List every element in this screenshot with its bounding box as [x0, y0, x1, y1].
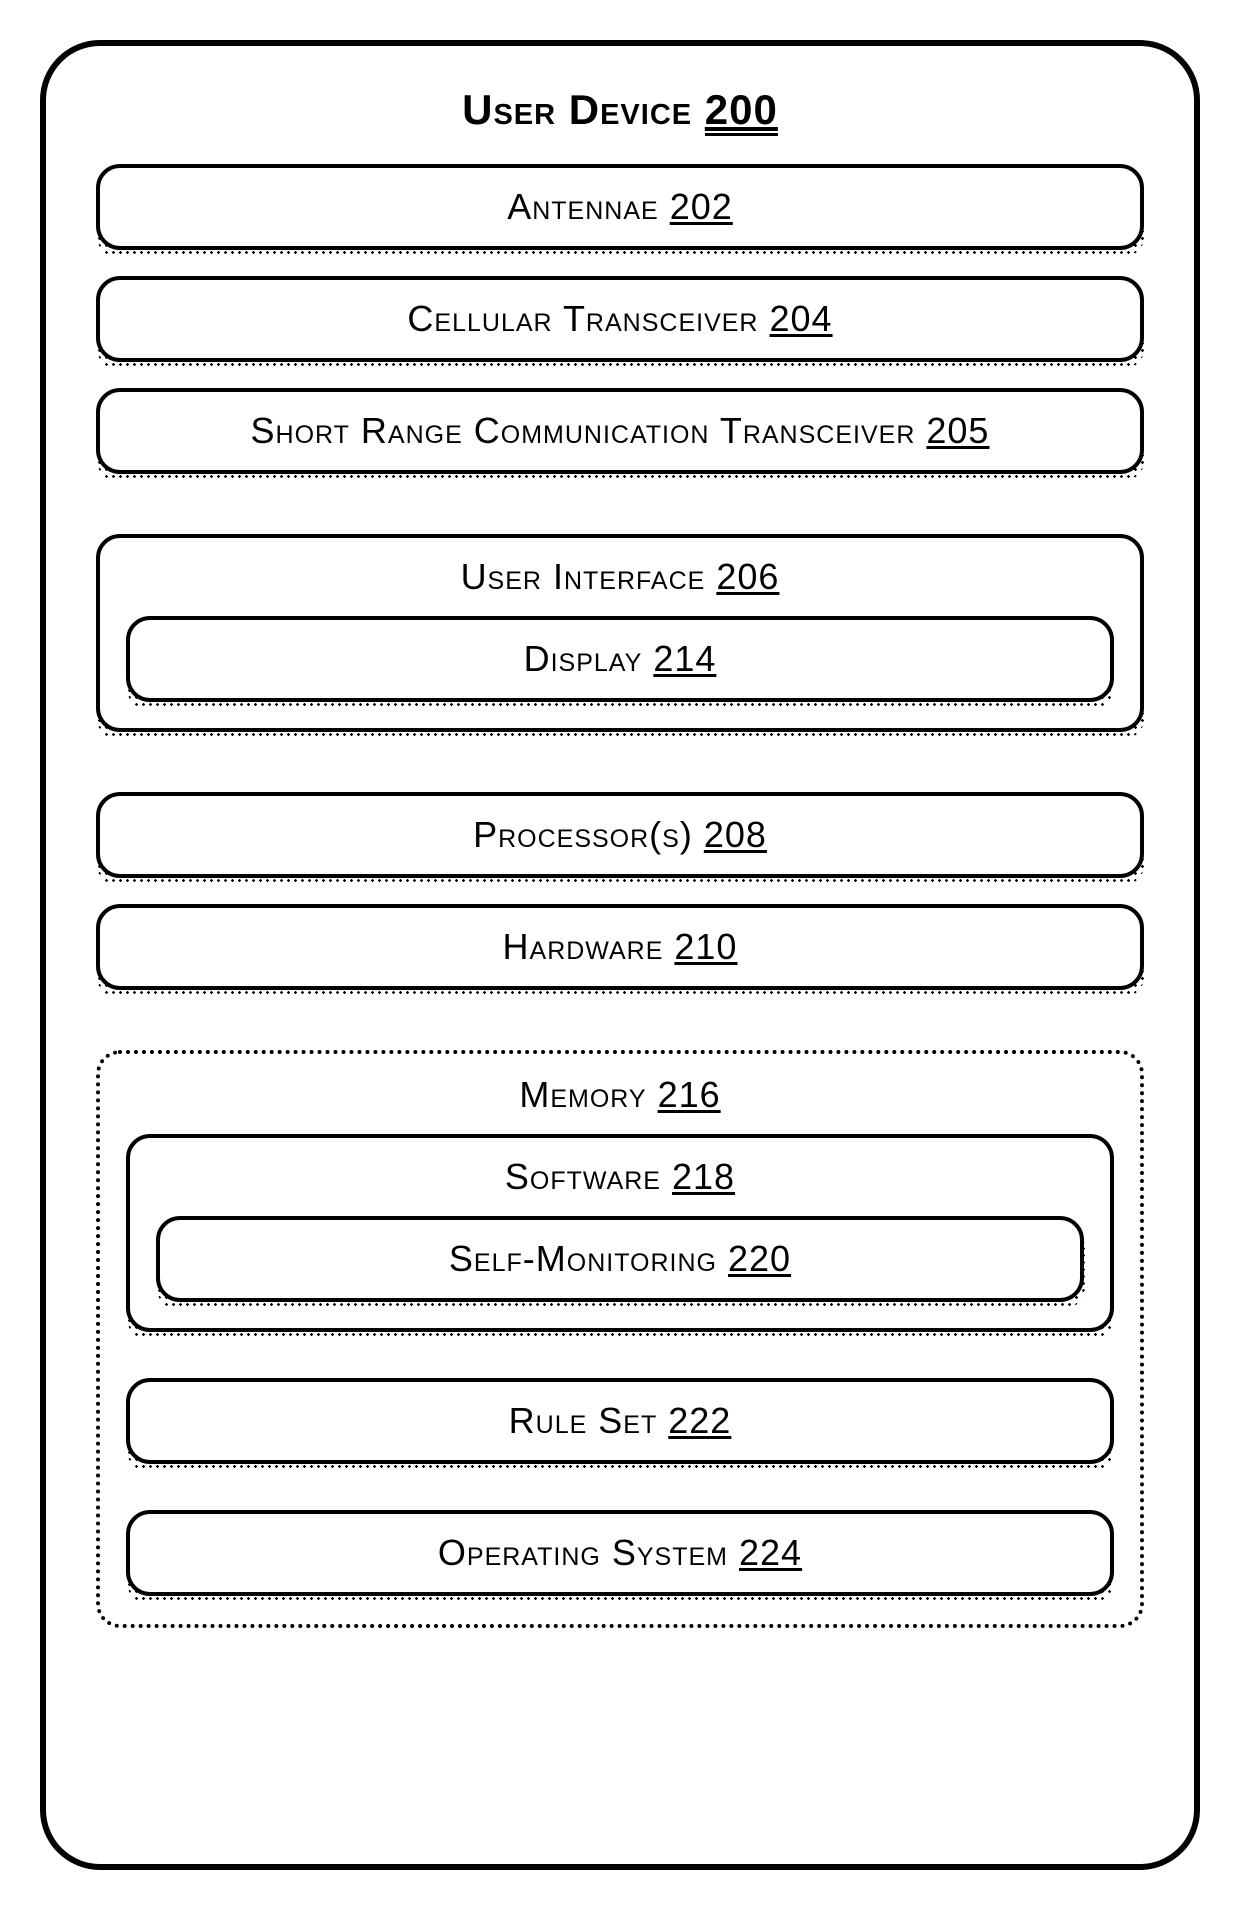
block-label: Antennae: [507, 186, 658, 227]
title-label: User Device: [462, 86, 692, 133]
block-label: Display: [524, 638, 643, 679]
block-label: User Interface: [461, 556, 706, 597]
block-ref: 206: [716, 556, 779, 597]
block-label: Rule Set: [509, 1400, 658, 1441]
user-interface-block: User Interface 206 Display 214: [96, 534, 1144, 732]
block-label: Cellular Transceiver: [407, 298, 758, 339]
block-ref: 210: [674, 926, 737, 967]
short-range-transceiver-block: Short Range Communication Transceiver 20…: [96, 388, 1144, 474]
block-ref: 208: [704, 814, 767, 855]
block-label: Processor(s): [473, 814, 693, 855]
self-monitoring-block: Self-Monitoring 220: [156, 1216, 1084, 1302]
rule-set-block: Rule Set 222: [126, 1378, 1114, 1464]
operating-system-block: Operating System 224: [126, 1510, 1114, 1596]
block-ref: 218: [672, 1156, 735, 1197]
diagram-title: User Device 200: [96, 86, 1144, 134]
block-ref: 205: [926, 410, 989, 451]
memory-block: Memory 216 Software 218 Self-Monitorin: [96, 1050, 1144, 1628]
block-label: Software: [505, 1156, 661, 1197]
user-device-box: User Device 200 Antennae 202 Cellular Tr…: [40, 40, 1200, 1870]
block-ref: 202: [670, 186, 733, 227]
display-block: Display 214: [126, 616, 1114, 702]
block-ref: 204: [769, 298, 832, 339]
block-label: Self-Monitoring: [449, 1238, 717, 1279]
block-ref: 216: [658, 1074, 721, 1115]
antennae-block: Antennae 202: [96, 164, 1144, 250]
diagram-page: User Device 200 Antennae 202 Cellular Tr…: [0, 0, 1240, 1910]
processors-block: Processor(s) 208: [96, 792, 1144, 878]
block-ref: 222: [668, 1400, 731, 1441]
hardware-block: Hardware 210: [96, 904, 1144, 990]
software-block: Software 218 Self-Monitoring 220: [126, 1134, 1114, 1332]
block-label: Operating System: [438, 1532, 728, 1573]
block-ref: 214: [653, 638, 716, 679]
block-label: Hardware: [503, 926, 664, 967]
block-ref: 220: [728, 1238, 791, 1279]
cellular-transceiver-block: Cellular Transceiver 204: [96, 276, 1144, 362]
block-label: Short Range Communication Transceiver: [251, 410, 916, 451]
title-ref: 200: [705, 86, 778, 136]
block-label: Memory: [519, 1074, 646, 1115]
block-ref: 224: [739, 1532, 802, 1573]
